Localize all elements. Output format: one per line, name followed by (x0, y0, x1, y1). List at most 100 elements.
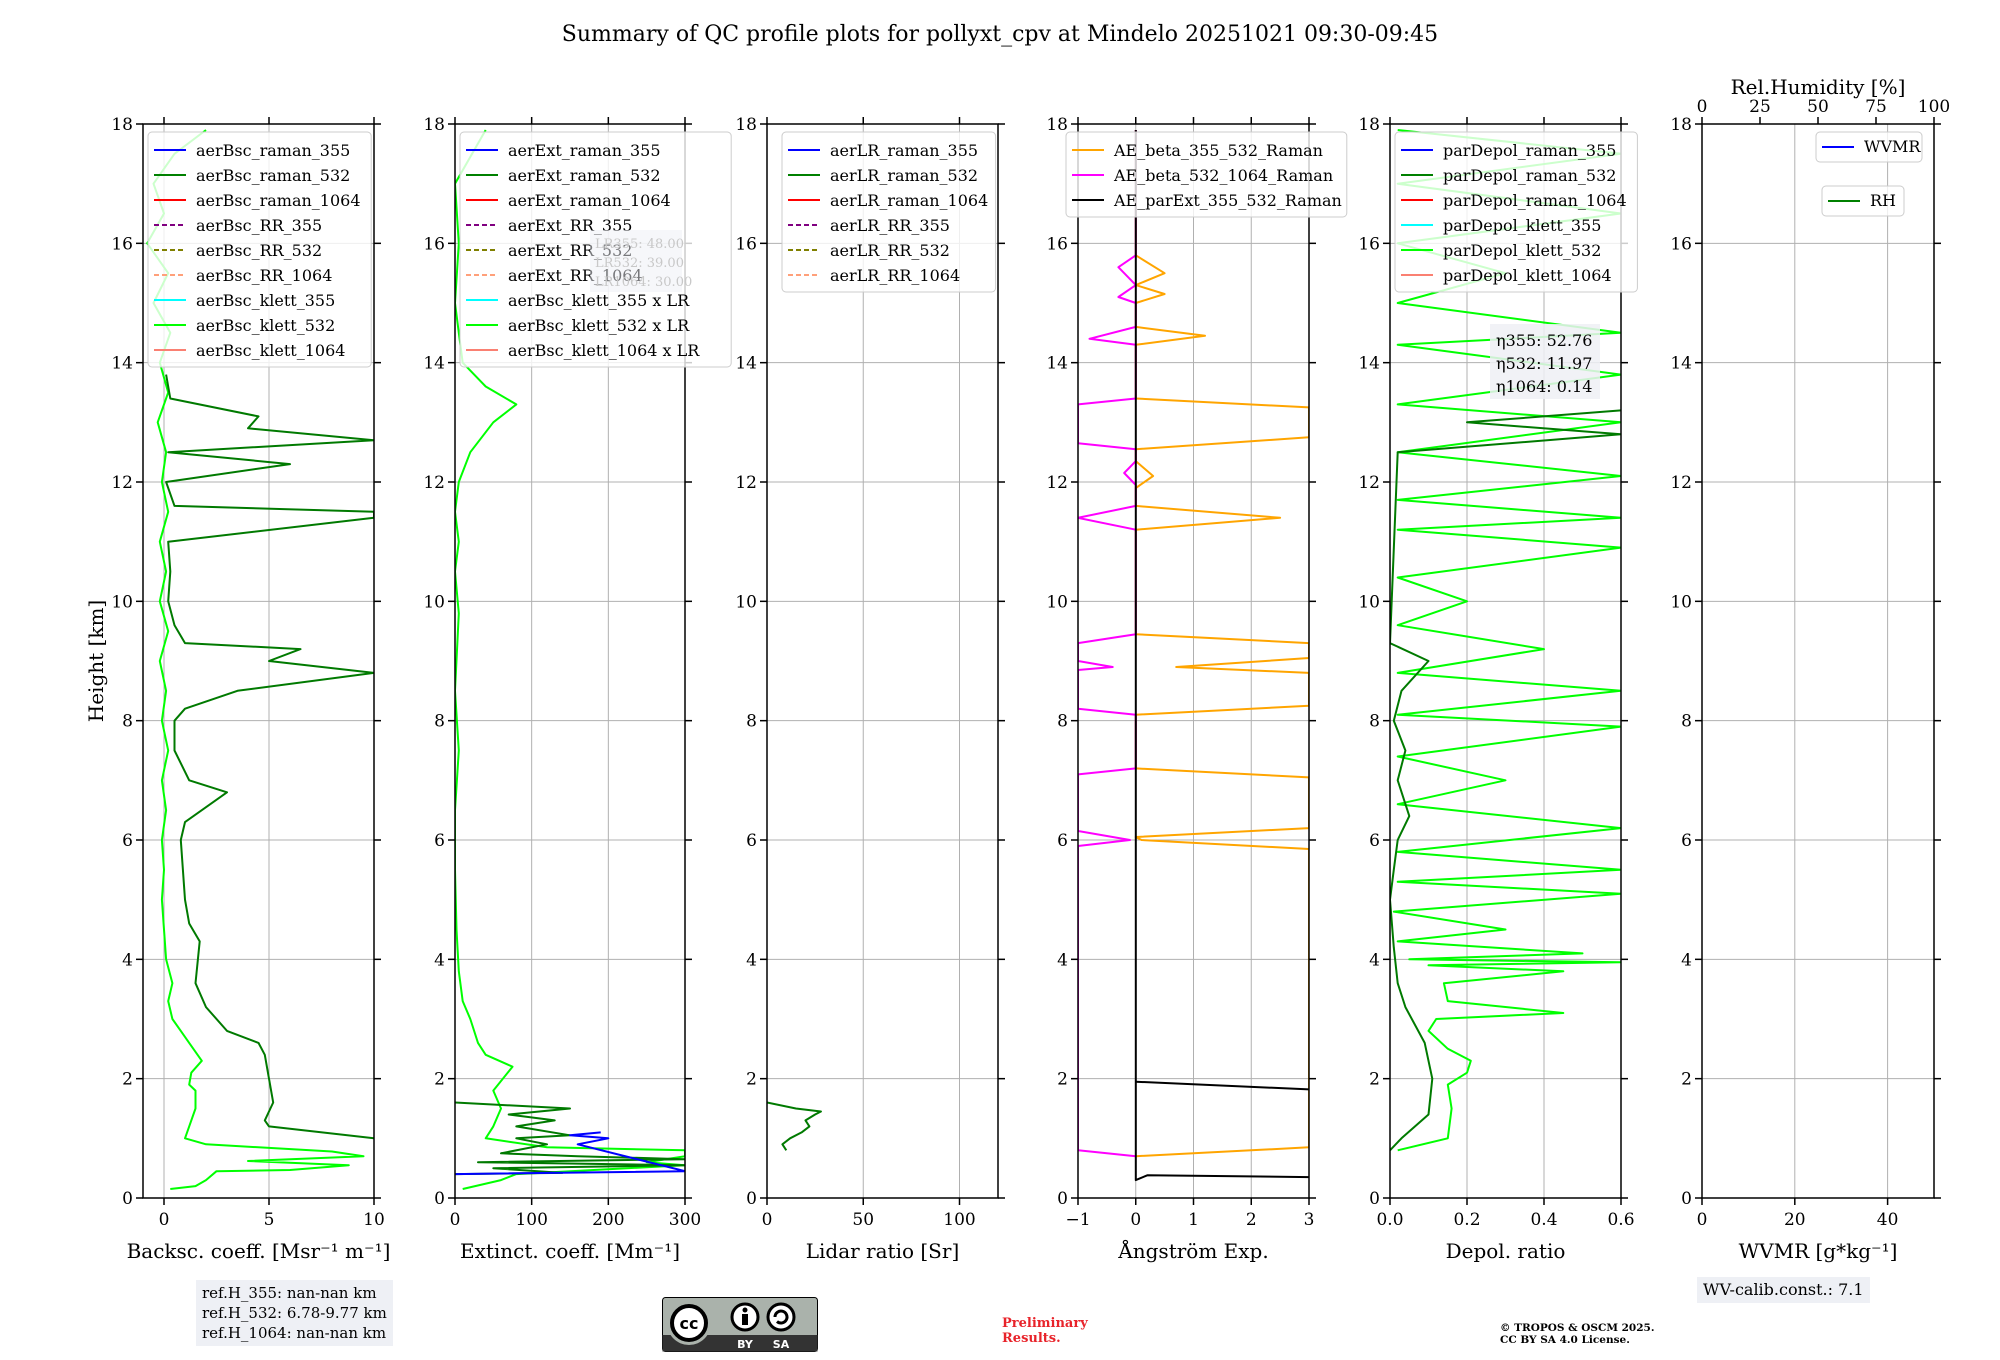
top-x-tick-label: 50 (1807, 97, 1829, 117)
legend-label: aerBsc_RR_355 (196, 216, 322, 235)
panel-lidar_ratio: 0 50 100 0 2 4 6 8 10 12 14 16 18 Lidar ratio [Sr] aer… (735, 115, 1005, 1263)
y-tick-label: 16 (735, 234, 757, 254)
legend-label: AE_beta_355_532_Raman (1113, 141, 1323, 160)
legend-label: aerLR_raman_532 (830, 166, 978, 185)
x-tick-label: 0.2 (1453, 1210, 1480, 1230)
figure-title: Summary of QC profile plots for pollyxt_… (561, 22, 1439, 47)
y-tick-label: 8 (122, 712, 133, 732)
y-tick-label: 4 (746, 950, 757, 970)
copyright-line-2: CC BY SA 4.0 License. (1500, 1334, 1630, 1346)
y-tick-label: 12 (735, 473, 757, 493)
legend-label: aerBsc_klett_1064 (196, 341, 345, 360)
x-tick-label: 200 (592, 1210, 624, 1230)
series-line-aerext-raman-355 (455, 1131, 685, 1176)
x-tick-label: 0 (450, 1210, 461, 1230)
legend-label: aerLR_raman_355 (830, 141, 978, 160)
legend: aerBsc_raman_355 aerBsc_raman_532 aerBsc_r… (147, 131, 372, 368)
x-tick-label: 50 (852, 1210, 874, 1230)
y-tick-label: 14 (1670, 354, 1692, 374)
y-tick-label: 18 (1670, 115, 1692, 135)
sa-label: SA (773, 1338, 790, 1351)
y-tick-label: 14 (1046, 354, 1068, 374)
copyright-line-1: © TROPOS & OSCM 2025. (1500, 1322, 1655, 1334)
axes-frame (454, 123, 686, 1199)
legend-label: AE_parExt_355_532_Raman (1113, 191, 1342, 210)
series-line-aerlr-raman-532 (767, 1101, 822, 1151)
legend-box (1065, 131, 1348, 218)
x-tick-label: 0 (1697, 1210, 1708, 1230)
y-tick-label: 8 (1369, 712, 1380, 732)
legend-label: aerExt_raman_1064 (508, 191, 671, 210)
series-line-ae-parext-355-532-raman (1134, 130, 1309, 1182)
legend-label: parDepol_klett_532 (1443, 241, 1601, 260)
legend-label: aerBsc_raman_532 (196, 166, 350, 185)
annotation-bg (590, 230, 682, 292)
y-tick-label: 18 (423, 115, 445, 135)
axes-frame (1701, 123, 1935, 1199)
legend-label: aerBsc_raman_1064 (196, 191, 361, 210)
preliminary-results-notice: Preliminary Results. (1002, 1316, 1088, 1346)
y-tick-label: 12 (423, 473, 445, 493)
y-tick-label: 18 (735, 115, 757, 135)
legend-label: aerExt_raman_532 (508, 166, 661, 185)
legend-label: aerLR_RR_532 (830, 241, 950, 260)
x-tick-label: 0 (762, 1210, 773, 1230)
x-tick-label: 100 (515, 1210, 547, 1230)
top-x-tick-label: 75 (1865, 97, 1887, 117)
top-x-axis-label: Rel.Humidity [%] (1731, 75, 1906, 99)
legend-label: aerBsc_klett_1064 x LR (508, 341, 700, 360)
y-tick-label: 4 (434, 950, 445, 970)
panel-extinction: 0 100 200 300 0 2 4 6 8 10 12 14 16 18 Extinct. coeff.… (423, 115, 732, 1263)
copyright-notice: © TROPOS & OSCM 2025. CC BY SA 4.0 Licen… (1500, 1322, 1655, 1346)
annotation-text: LR532: 39.00 (595, 256, 684, 271)
reference-height-box: ref.H_355: nan-nan km ref.H_532: 6.78-9.… (196, 1280, 393, 1346)
y-tick-label: 18 (1046, 115, 1068, 135)
legend-label: aerLR_raman_1064 (830, 191, 988, 210)
y-tick-label: 16 (1046, 234, 1068, 254)
y-tick-label: 16 (1670, 234, 1692, 254)
y-tick-label: 0 (122, 1189, 133, 1209)
y-tick-label: 12 (111, 473, 133, 493)
legend-label: parDepol_klett_1064 (1443, 266, 1612, 285)
y-tick-label: 12 (1670, 473, 1692, 493)
legend-box (1394, 131, 1638, 293)
x-axis-label: Backsc. coeff. [Msr⁻¹ m⁻¹] (127, 1239, 391, 1263)
series-line-aerext-raman-532 (455, 1101, 685, 1176)
y-tick-label: 10 (423, 592, 445, 612)
top-x-tick-label: 0 (1697, 97, 1708, 117)
x-tick-label: 0.4 (1530, 1210, 1557, 1230)
y-tick-label: 10 (735, 592, 757, 612)
x-tick-label: 100 (943, 1210, 975, 1230)
y-tick-label: 6 (1057, 831, 1068, 851)
annotation-text: η1064: 0.14 (1496, 377, 1592, 396)
y-tick-label: 2 (1681, 1070, 1692, 1090)
x-tick-label: 2 (1246, 1210, 1257, 1230)
y-tick-label: 18 (111, 115, 133, 135)
legend-label: aerBsc_klett_532 (196, 316, 335, 335)
y-tick-label: 6 (434, 831, 445, 851)
wv-calibration-box: WV-calib.const.: 7.1 (1697, 1277, 1870, 1303)
y-tick-label: 0 (434, 1189, 445, 1209)
series-line-aerbsc-klett-532 (146, 129, 365, 1190)
annotation-text: LR355: 48.00 (595, 237, 684, 252)
top-x-tick-label: 100 (1918, 97, 1950, 117)
y-tick-label: 16 (423, 234, 445, 254)
y-tick-label: 14 (1358, 354, 1380, 374)
y-tick-label: 8 (434, 712, 445, 732)
x-axis-label: Lidar ratio [Sr] (806, 1239, 960, 1263)
y-tick-label: 18 (1358, 115, 1380, 135)
legend: aerLR_raman_355 aerLR_raman_532 aerLR_rama… (781, 131, 997, 293)
x-tick-label: 40 (1877, 1210, 1899, 1230)
y-tick-label: 4 (122, 950, 133, 970)
x-axis-label: Ångström Exp. (1117, 1238, 1268, 1263)
x-tick-label: 300 (669, 1210, 701, 1230)
y-tick-label: 8 (1681, 712, 1692, 732)
y-tick-label: 0 (746, 1189, 757, 1209)
y-tick-label: 6 (122, 831, 133, 851)
series-group (1078, 130, 1309, 1182)
annotation-box: η355: 52.76 η532: 11.97 η1064: 0.14 (1490, 324, 1600, 399)
axes-frame (142, 123, 375, 1199)
y-tick-label: 0 (1369, 1189, 1380, 1209)
top-x-tick-label: 25 (1749, 97, 1771, 117)
